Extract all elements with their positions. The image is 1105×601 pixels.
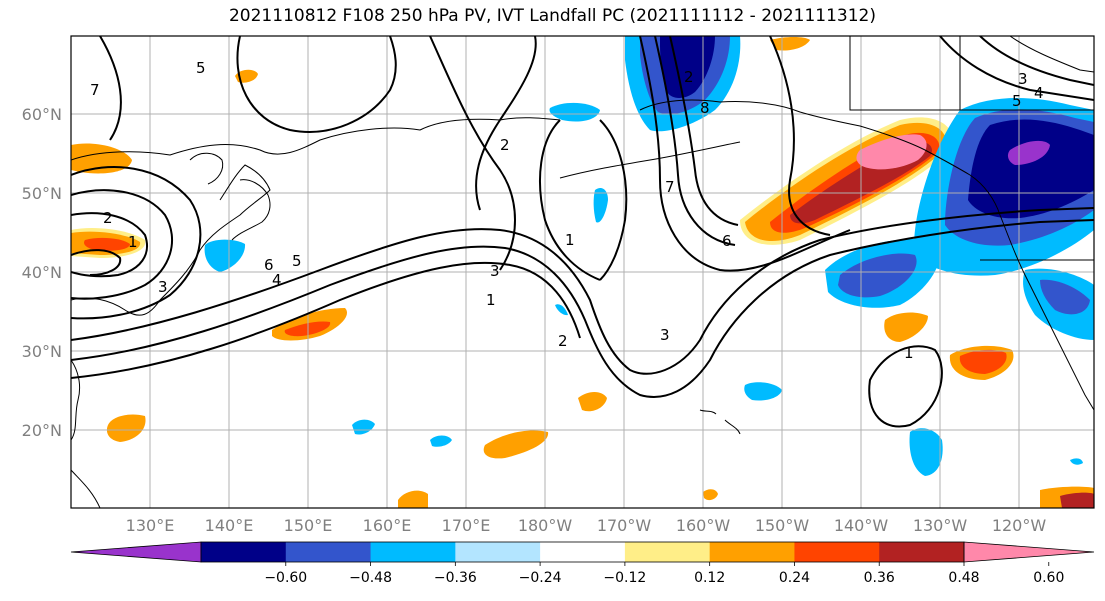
lon-tick-label: 160°E (363, 516, 412, 535)
colorbar-segment (879, 542, 965, 562)
lon-tick-label: 140°W (834, 516, 889, 535)
lon-tick-label: 150°E (284, 516, 333, 535)
colorbar-segment (540, 542, 626, 562)
contour-label: 3 (660, 326, 670, 344)
lon-tick-label: 160°W (676, 516, 731, 535)
lon-axis: 130°E 140°E 150°E 160°E 170°E 180°W 170°… (126, 516, 1047, 535)
contour-label: 6 (722, 232, 732, 250)
contour-label-group: 5 7 2 1 3 6 5 4 2 1 3 1 2 3 7 8 6 5 4 3 … (90, 59, 1044, 362)
colorbar-tick-label: −0.60 (264, 570, 307, 586)
contour-label: 1 (565, 231, 575, 249)
contour-label: 3 (1018, 70, 1028, 88)
contour-label: 2 (103, 209, 113, 227)
lat-tick-label: 20°N (22, 421, 62, 440)
colorbar-segment (794, 542, 880, 562)
colorbar-segment (709, 542, 795, 562)
contour-label: 2 (500, 136, 510, 154)
lon-tick-label: 130°E (126, 516, 175, 535)
lon-tick-label: 150°W (755, 516, 810, 535)
contour-label: 5 (1012, 92, 1022, 110)
contour-label: 4 (272, 271, 282, 289)
lon-tick-label: 170°W (597, 516, 652, 535)
contour-label: 1 (486, 291, 496, 309)
contour-label: 5 (196, 59, 206, 77)
lon-tick-label: 140°E (205, 516, 254, 535)
lat-tick-label: 50°N (22, 184, 62, 203)
lat-tick-label: 30°N (22, 342, 62, 361)
contour-label: 1 (128, 233, 138, 251)
lon-tick-label: 180°W (518, 516, 573, 535)
colorbar-tick-label: 0.60 (1033, 570, 1064, 586)
pv-contours (71, 36, 1094, 428)
coastlines (71, 36, 1094, 508)
contour-label: 7 (665, 178, 675, 196)
contour-label: 7 (90, 81, 100, 99)
colorbar-tick-label: −0.36 (434, 570, 477, 586)
colorbar-segment (455, 542, 541, 562)
lon-tick-label: 130°W (913, 516, 968, 535)
colorbar: −0.60 −0.48 −0.36 −0.24 −0.12 0.12 0.24 0.36 0.4… (70, 541, 1095, 586)
lon-tick-label: 170°E (442, 516, 491, 535)
lat-axis: 60°N 50°N 40°N 30°N 20°N (22, 105, 62, 440)
colorbar-tick-label: 0.48 (948, 570, 979, 586)
colorbar-tick-label: 0.36 (864, 570, 895, 586)
colorbar-extend-min (70, 541, 202, 563)
contour-label: 8 (700, 99, 710, 117)
colorbar-tick-label: −0.24 (519, 570, 562, 586)
colorbar-outline (200, 541, 965, 563)
colorbar-tick-label: 0.24 (779, 570, 810, 586)
map-border (70, 35, 1095, 509)
colorbar-segment (624, 542, 711, 562)
contour-label: 1 (904, 344, 914, 362)
lon-tick-label: 120°W (992, 516, 1047, 535)
colorbar-tick-label: −0.12 (603, 570, 646, 586)
colorbar-segment (201, 542, 287, 562)
contour-label: 3 (490, 262, 500, 280)
map-title: 2021110812 F108 250 hPa PV, IVT Landfall… (228, 6, 876, 26)
colorbar-segment (285, 542, 372, 562)
colorbar-extend-max (963, 541, 1095, 563)
lat-tick-label: 40°N (22, 263, 62, 282)
lat-tick-label: 60°N (22, 105, 62, 124)
positive-shading (71, 37, 1094, 508)
contour-label: 2 (684, 68, 694, 86)
contour-label: 4 (1034, 84, 1044, 102)
colorbar-segment (370, 542, 456, 562)
contour-label: 3 (158, 278, 168, 296)
contour-label: 6 (264, 256, 274, 274)
contour-label: 2 (558, 332, 568, 350)
colorbar-tick-label: −0.48 (349, 570, 392, 586)
contour-label: 5 (292, 252, 302, 270)
colorbar-tick-label: 0.12 (694, 570, 725, 586)
